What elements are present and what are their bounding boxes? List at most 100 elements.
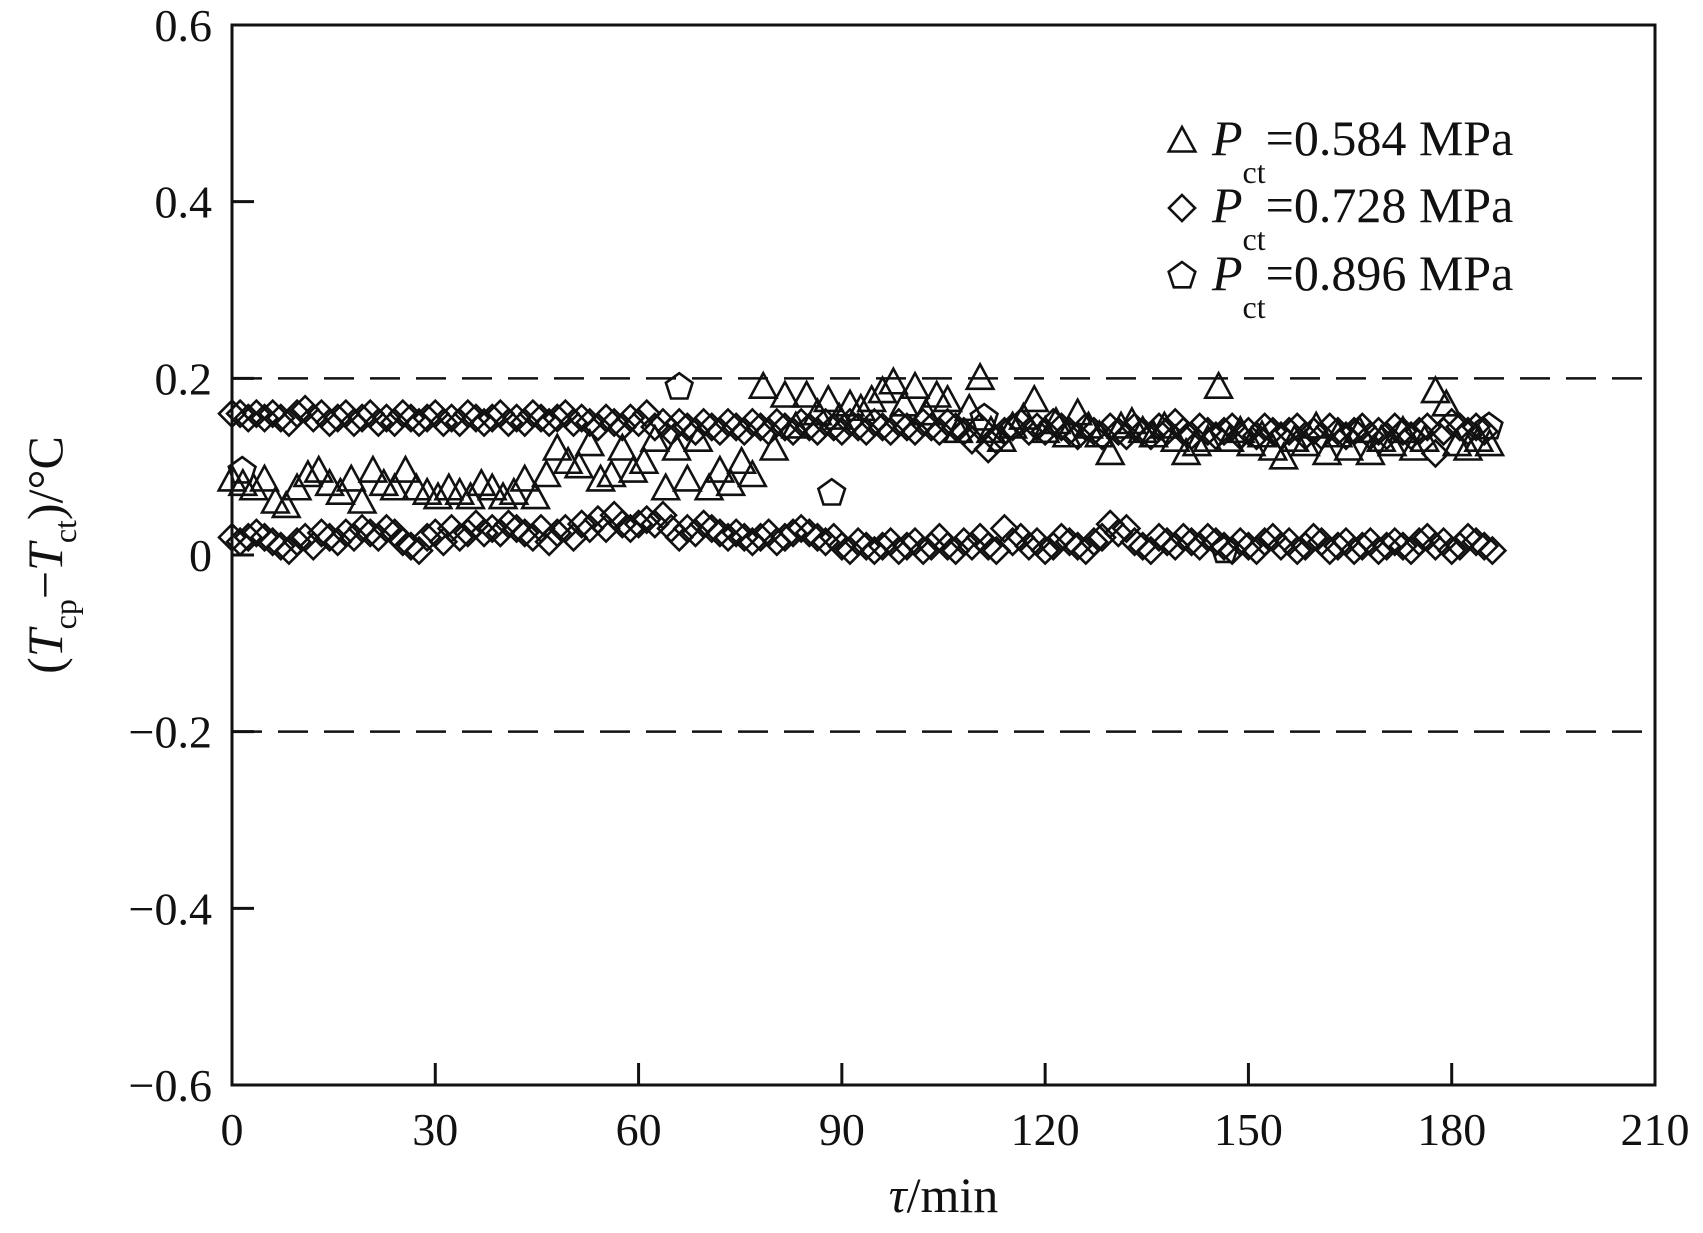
series-1-triangle-point-50 [758, 432, 790, 461]
x-tick-label-0: 0 [221, 1104, 244, 1155]
x-label-symbol: τ [889, 1167, 909, 1223]
series-2-diamond-lower-point-26 [428, 526, 459, 557]
series-2-diamond-lower-point-36 [509, 518, 540, 548]
series-2-diamond-upper-point-68 [770, 412, 800, 442]
series-3-pentagon-point-3 [969, 402, 1000, 431]
series-2-diamond-lower-point-65 [745, 522, 776, 553]
series-1-triangle-point-36 [606, 432, 638, 461]
series-2-diamond-upper-point-73 [810, 407, 841, 438]
series-2-diamond-upper-point-61 [713, 407, 743, 438]
series-1-triangle-point-91 [1203, 370, 1235, 399]
series-1-triangle-point-15 [379, 472, 411, 501]
series-1-triangle-point-19 [422, 480, 454, 510]
series-2-diamond-lower-point-101 [1038, 531, 1069, 562]
series-2-diamond-lower-point-56 [672, 513, 703, 544]
series-1-triangle-point-46 [715, 467, 747, 497]
series-2-diamond-lower-point-154 [1469, 531, 1500, 562]
series-1-triangle-point-42 [671, 463, 703, 492]
series-2-diamond-upper-point-19 [371, 403, 402, 433]
y-tick-label-3: 0 [189, 530, 212, 581]
series-2-diamond-upper-point-35 [501, 403, 532, 433]
series-2-diamond-lower-point-104 [1062, 531, 1093, 562]
series-2-diamond-lower-point-76 [835, 535, 865, 566]
series-2-diamond-upper-point-109 [1103, 416, 1134, 447]
series-1-triangle-point-43 [682, 423, 714, 452]
series-2-diamond-lower-point-143 [1379, 526, 1410, 557]
series-2-diamond-lower-point-111 [1119, 526, 1150, 557]
series-2-diamond-upper-point-50 [623, 407, 654, 438]
series-1-triangle-point-111 [1419, 374, 1451, 404]
series-1-triangle-point-68 [953, 392, 985, 422]
series-2-diamond-upper-point-141 [1363, 416, 1394, 447]
series-2-diamond-upper-point-16 [347, 403, 377, 433]
series-2-diamond-lower-point-43 [566, 509, 597, 539]
series-2-diamond-upper-point-138 [1339, 416, 1369, 447]
series-2-diamond-upper-point-65 [745, 412, 776, 442]
series-2-diamond-lower-point-39 [534, 526, 564, 557]
x-axis-label: τ/min [889, 1167, 999, 1223]
series-2-diamond-lower-point-98 [1014, 531, 1044, 562]
series-2-diamond-upper-point-113 [1136, 420, 1166, 451]
tick-labels: 0 30 60 90 120 150 180 210 −0.6 −0.4 −0.2 0 0.2 0.4 0.… [129, 0, 1690, 1155]
series-2-diamond-upper-point-150 [1436, 407, 1467, 438]
series-2-diamond-upper-point-72 [802, 416, 833, 447]
series-2-diamond-lower-point-103 [1054, 526, 1085, 557]
series-1-triangle-point-40 [650, 472, 682, 501]
svg-text:(Tcp−Tct)/°C: (Tcp−Tct)/°C [17, 436, 83, 674]
series-2-diamond-upper-point-143 [1379, 412, 1410, 442]
series-2-diamond-upper-point-154 [1469, 416, 1500, 447]
series-2-diamond-lower-point-4 [249, 522, 280, 553]
series-2-diamond-upper-point-118 [1176, 420, 1207, 451]
series-2-diamond-upper-point-148 [1420, 438, 1451, 469]
series-1-triangle-point-33 [574, 427, 606, 457]
series-1-triangle-point-61 [877, 366, 909, 395]
series-2-diamond-upper-point-130 [1274, 416, 1304, 447]
series-1-triangle-point-23 [465, 467, 497, 497]
series-2-diamond-upper-point-32 [477, 403, 508, 433]
series-1-triangle-point-63 [899, 370, 931, 399]
series-2-diamond-lower-point-70 [786, 513, 817, 544]
series-2-diamond-lower-point-32 [477, 513, 508, 544]
series-2-diamond-lower-point-62 [721, 518, 751, 548]
series-3-pentagon-point-1 [664, 371, 695, 400]
series-2-diamond-upper-point-147 [1412, 412, 1443, 442]
series-2-diamond-upper-point-119 [1184, 412, 1215, 442]
series-2-diamond-lower-point-126 [1241, 535, 1272, 566]
y-label-unit: )/°C [17, 436, 73, 520]
series-2-diamond-lower-point-40 [542, 518, 573, 548]
y-tick-label-6: 0.6 [155, 0, 213, 51]
series-2-diamond-upper-point-20 [379, 407, 410, 438]
series-2-diamond-upper-point-134 [1306, 420, 1337, 451]
series-2-diamond-upper-point-80 [867, 412, 898, 442]
x-tick-label-1: 30 [412, 1104, 458, 1155]
series-2-diamond-lower-point-13 [322, 526, 353, 557]
series-2-diamond-lower-point-107 [1087, 522, 1117, 553]
series-2-diamond-lower-point-89 [940, 535, 971, 566]
series-2-diamond-lower-point-95 [989, 513, 1020, 544]
series-2-diamond-upper-point-36 [509, 407, 540, 438]
series-1-triangle-point-51 [769, 379, 801, 408]
series-2-diamond-lower-point-127 [1249, 526, 1280, 557]
series-2-diamond-upper-point-122 [1209, 416, 1239, 447]
series-1-triangle-point-38 [628, 445, 660, 475]
series-2-diamond-lower-point-46 [591, 513, 621, 544]
series-2-diamond-upper-point-70 [786, 407, 817, 438]
series-2-diamond-lower-point-35 [501, 513, 532, 544]
series-2-diamond-lower-point-59 [696, 513, 727, 544]
series-2-diamond-lower-point-153 [1461, 526, 1491, 557]
series-2-diamond-lower-point-146 [1404, 526, 1435, 557]
series-2-diamond-upper-point-69 [778, 416, 808, 447]
x-tick-label-4: 120 [1011, 1104, 1080, 1155]
legend-entry-3: Pct=0.896 MPa [1211, 245, 1513, 325]
series-2-diamond-upper-point-57 [680, 416, 711, 447]
series-3-pentagon-point-5 [1474, 411, 1504, 440]
series-2-diamond-lower-point-16 [347, 513, 377, 544]
series-2-diamond-upper-point-77 [843, 412, 873, 442]
legend-marker-triangle [1166, 124, 1198, 153]
series-2-diamond-upper-point-89 [940, 412, 971, 442]
series-1-triangle-point-3 [249, 463, 281, 492]
legend-marker-pentagon [1167, 260, 1197, 289]
series-2-diamond-upper-point-126 [1241, 420, 1272, 451]
